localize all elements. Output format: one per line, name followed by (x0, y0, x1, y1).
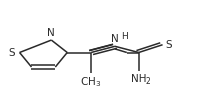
Text: H: H (121, 32, 128, 41)
Text: NH: NH (131, 74, 146, 84)
Text: 2: 2 (146, 77, 150, 86)
Text: N: N (111, 34, 119, 44)
Text: CH$_3$: CH$_3$ (80, 75, 102, 89)
Text: S: S (8, 47, 15, 58)
Text: N: N (47, 28, 55, 38)
Text: S: S (166, 40, 172, 50)
